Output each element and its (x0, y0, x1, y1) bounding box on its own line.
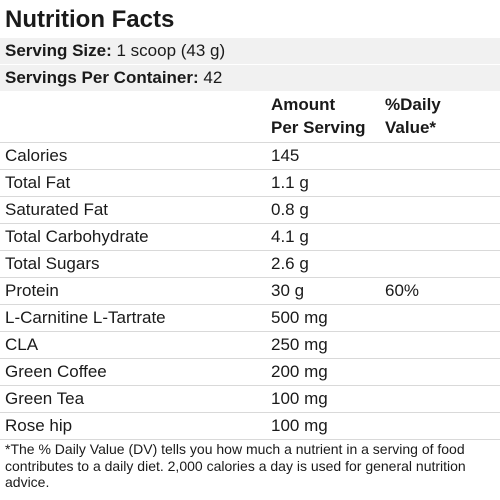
table-row: Green Coffee 200 mg (0, 359, 500, 386)
table-row: L-Carnitine L-Tartrate 500 mg (0, 305, 500, 332)
table-row: Calories 145 (0, 143, 500, 170)
daily-value-footnote: *The % Daily Value (DV) tells you how mu… (5, 441, 466, 490)
nutrient-name: Rose hip (5, 416, 73, 435)
dv-header-line-1: %Daily (385, 95, 441, 114)
nutrient-name: Green Tea (5, 389, 85, 408)
table-header: Amount Per Serving %Daily Value* (0, 91, 500, 143)
table-row: CLA 250 mg (0, 332, 500, 359)
table-row: Green Tea 100 mg (0, 386, 500, 413)
nutrient-amount: 100 mg (271, 389, 328, 408)
nutrient-amount: 250 mg (271, 335, 328, 354)
serving-size-value: 1 scoop (43 g) (116, 41, 226, 60)
amount-column-header: Amount Per Serving (271, 93, 381, 139)
servings-per-container-label: Servings Per Container: (5, 68, 199, 87)
amount-header-line-1: Amount (271, 95, 336, 114)
servings-per-container-value: 42 (203, 68, 223, 87)
nutrient-amount: 30 g (271, 281, 305, 300)
serving-size-row: Serving Size: 1 scoop (43 g) (0, 37, 500, 64)
table-row: Protein 30 g 60% (0, 278, 500, 305)
nutrient-amount: 2.6 g (271, 254, 309, 273)
nutrient-name: Protein (5, 281, 59, 300)
nutrient-name: Total Carbohydrate (5, 227, 149, 246)
table-row: Total Sugars 2.6 g (0, 251, 500, 278)
nutrient-table: Calories 145 Total Fat 1.1 g Saturated F… (0, 143, 500, 440)
nutrient-name: Green Coffee (5, 362, 107, 381)
servings-per-container-row: Servings Per Container: 42 (0, 64, 500, 91)
table-row: Rose hip 100 mg (0, 413, 500, 440)
nutrient-amount: 1.1 g (271, 173, 309, 192)
dv-header-line-2: Value* (385, 118, 437, 137)
table-row: Total Fat 1.1 g (0, 170, 500, 197)
nutrient-amount: 0.8 g (271, 200, 309, 219)
nutrient-name: Calories (5, 146, 68, 165)
nutrient-name: CLA (5, 335, 39, 354)
nutrient-name: Total Sugars (5, 254, 100, 273)
nutrient-amount: 145 (271, 146, 300, 165)
nutrient-name: Saturated Fat (5, 200, 109, 219)
daily-value-column-header: %Daily Value* (385, 93, 495, 139)
nutrient-amount: 200 mg (271, 362, 328, 381)
table-row: Total Carbohydrate 4.1 g (0, 224, 500, 251)
serving-size-label: Serving Size: (5, 41, 112, 60)
nutrient-daily-value: 60% (385, 281, 420, 300)
nutrient-amount: 500 mg (271, 308, 328, 327)
amount-header-line-2: Per Serving (271, 118, 366, 137)
nutrient-amount: 4.1 g (271, 227, 309, 246)
panel-title: Nutrition Facts (5, 6, 175, 33)
table-row: Saturated Fat 0.8 g (0, 197, 500, 224)
nutrient-name: L-Carnitine L-Tartrate (5, 308, 166, 327)
nutrient-amount: 100 mg (271, 416, 328, 435)
nutrient-name: Total Fat (5, 173, 71, 192)
